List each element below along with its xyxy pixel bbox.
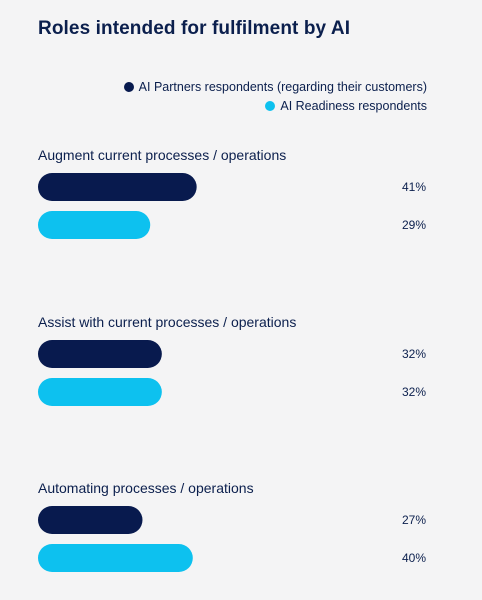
data-label: 32%	[402, 385, 426, 399]
category-label: Augment current processes / operations	[38, 147, 286, 163]
legend-swatch-readiness	[265, 101, 276, 111]
legend-label-readiness: AI Readiness respondents	[280, 99, 427, 113]
data-label: 32%	[402, 347, 426, 361]
bar	[38, 340, 162, 368]
chart-title: Roles intended for fulfilment by AI	[38, 18, 351, 39]
legend-item-readiness: AI Readiness respondents	[265, 99, 427, 113]
legend-item-partners: AI Partners respondents (regarding their…	[123, 80, 427, 94]
legend-label-partners: AI Partners respondents (regarding their…	[138, 80, 427, 94]
chart-legend: AI Partners respondents (regarding their…	[123, 80, 427, 113]
bar	[38, 173, 197, 201]
data-label: 40%	[402, 551, 426, 565]
data-label: 41%	[402, 180, 426, 194]
data-label: 29%	[402, 218, 426, 232]
bar	[38, 506, 143, 534]
category-label: Assist with current processes / operatio…	[38, 314, 296, 330]
legend-swatch-partners	[123, 82, 134, 92]
bar	[38, 544, 193, 572]
category-label: Automating processes / operations	[38, 480, 254, 496]
data-label: 27%	[402, 513, 426, 527]
bar	[38, 378, 162, 406]
bar	[38, 211, 151, 239]
